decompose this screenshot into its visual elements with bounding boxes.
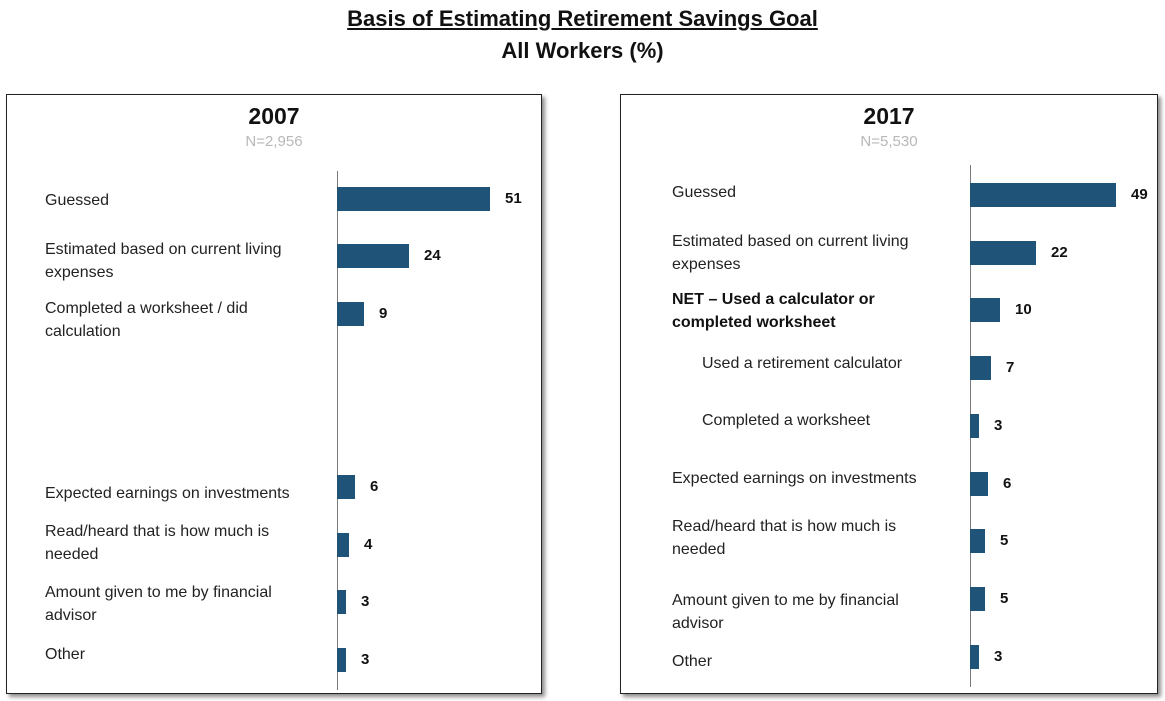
data-label: 3 — [361, 593, 370, 610]
data-label: 5 — [1000, 532, 1009, 549]
category-label: Read/heard that is how much is needed — [45, 523, 270, 563]
category-label: Completed a worksheet / did calculation — [45, 300, 248, 340]
chart-title-text: Basis of Estimating Retirement Savings G… — [347, 6, 818, 31]
bar — [337, 533, 349, 557]
category-label: Amount given to me by financial advisor — [45, 584, 272, 624]
bar — [970, 356, 991, 380]
category-label: Read/heard that is how much is needed — [672, 518, 897, 558]
bar — [337, 648, 346, 672]
panel-sample-size: N=2,956 — [245, 133, 303, 150]
category-label: Other — [45, 646, 86, 663]
data-label: 7 — [1006, 359, 1015, 376]
data-label: 6 — [370, 478, 379, 495]
panel-2007: 2007 N=2,956 Guessed 51 Estimated based on… — [6, 94, 542, 694]
bar — [970, 183, 1116, 207]
category-label: NET – Used a calculator or completed wor… — [672, 291, 875, 331]
bar — [337, 475, 355, 499]
data-label: 5 — [1000, 590, 1009, 607]
category-label: Expected earnings on investments — [672, 470, 917, 487]
data-label: 10 — [1015, 301, 1032, 318]
data-label: 24 — [424, 247, 441, 264]
category-label: Other — [672, 653, 713, 670]
panel-year: 2017 — [863, 103, 915, 129]
bar — [337, 590, 346, 614]
data-label: 3 — [994, 648, 1003, 665]
category-label: Expected earnings on investments — [45, 485, 290, 502]
category-label: Amount given to me by financial advisor — [672, 592, 899, 632]
category-label: Guessed — [45, 192, 110, 209]
bar — [970, 241, 1036, 265]
panel-year: 2007 — [248, 103, 300, 129]
data-label: 22 — [1051, 244, 1068, 261]
value-axis — [337, 171, 338, 690]
panel-sample-size: N=5,530 — [860, 133, 918, 150]
panel-2017: 2017 N=5,530 Guessed 49 Estimated based on… — [620, 94, 1158, 694]
bar — [970, 414, 979, 438]
bar — [970, 298, 1000, 322]
data-label: 49 — [1131, 186, 1148, 203]
bar — [337, 187, 490, 211]
data-label: 51 — [505, 190, 522, 207]
category-label: Completed a worksheet — [702, 412, 871, 429]
category-label: Estimated based on current living expens… — [672, 233, 909, 273]
data-label: 6 — [1003, 475, 1012, 492]
bar — [337, 302, 364, 326]
category-label: Used a retirement calculator — [702, 355, 903, 372]
bar — [970, 645, 979, 669]
bar — [970, 529, 985, 553]
data-label: 9 — [379, 305, 388, 322]
bar — [970, 472, 988, 496]
data-label: 4 — [364, 536, 373, 553]
bar — [337, 244, 409, 268]
chart-subtitle: All Workers (%) — [501, 38, 664, 63]
bar — [970, 587, 985, 611]
data-label: 3 — [994, 417, 1003, 434]
category-label: Estimated based on current living expens… — [45, 241, 282, 281]
category-label: Guessed — [672, 184, 737, 201]
chart-title: Basis of Estimating Retirement Savings G… — [0, 6, 1165, 32]
data-label: 3 — [361, 651, 370, 668]
